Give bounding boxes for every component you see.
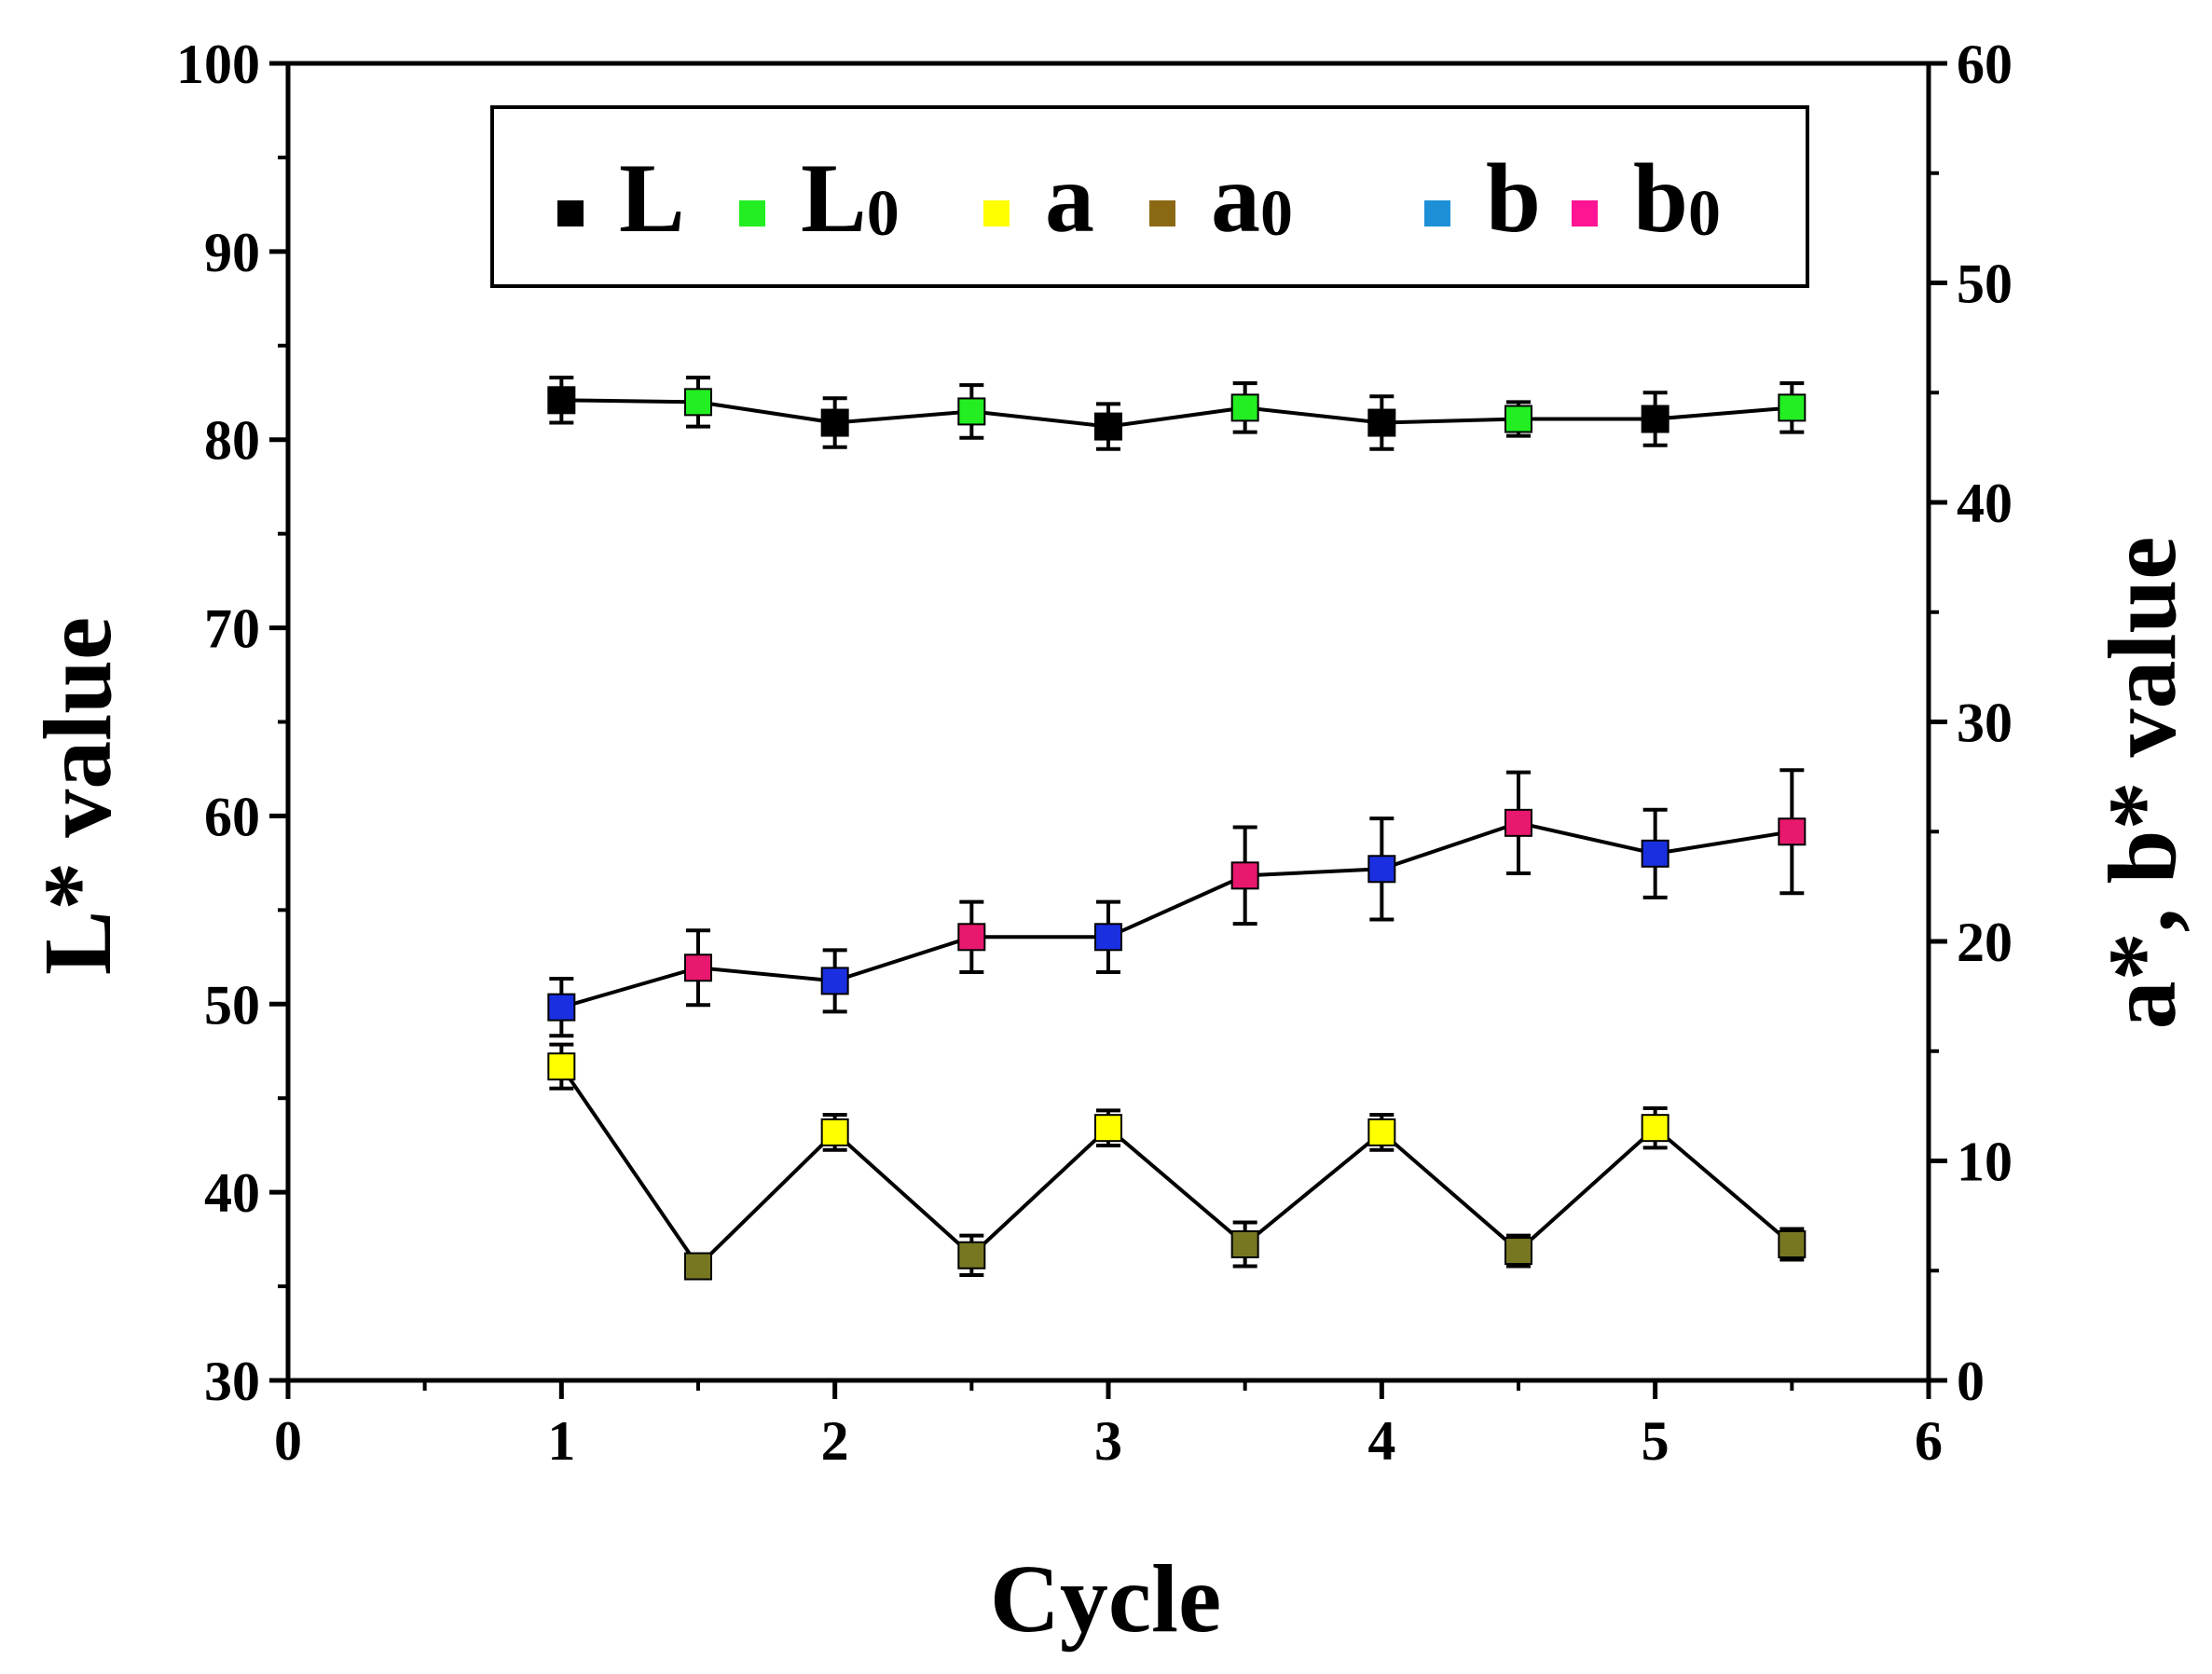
y-left-tick-label: 90 xyxy=(204,222,260,283)
data-point xyxy=(957,397,986,426)
y-left-tick-label: 70 xyxy=(204,598,260,660)
y-right-tick-label: 0 xyxy=(1957,1351,1985,1412)
x-tick-label: 2 xyxy=(821,1410,849,1472)
data-point xyxy=(1094,1114,1122,1143)
data-point xyxy=(957,923,986,952)
data-point xyxy=(820,1118,849,1146)
data-point xyxy=(684,954,712,982)
data-point xyxy=(547,993,576,1022)
series-3 xyxy=(547,1042,1807,1281)
legend-label-main: a xyxy=(1045,144,1094,253)
legend-label: b0 xyxy=(1633,144,1721,253)
y-right-tick-label: 60 xyxy=(1957,34,2013,95)
series-2 xyxy=(547,768,1807,1038)
x-tick-label: 3 xyxy=(1094,1410,1122,1472)
data-point xyxy=(1504,405,1532,433)
series-line xyxy=(560,820,1793,1009)
y-left-tick-label: 80 xyxy=(204,410,260,472)
legend-swatch xyxy=(557,200,584,226)
x-tick-label: 4 xyxy=(1367,1410,1395,1472)
data-point xyxy=(820,408,849,437)
x-tick-label: 5 xyxy=(1642,1410,1669,1472)
data-point xyxy=(684,388,712,417)
series-1 xyxy=(547,376,1807,451)
data-point xyxy=(1230,1229,1259,1258)
legend-label: L0 xyxy=(801,144,900,253)
legend-label-subscript: 0 xyxy=(867,178,900,250)
data-point xyxy=(1641,1114,1669,1143)
y-left-tick-label: 60 xyxy=(204,786,260,847)
data-point xyxy=(1230,393,1259,422)
data-point xyxy=(1367,855,1396,884)
axes: 0 1 2 3 4 5 6 30 40 50 60 70 80 90 100 0 10 20 30 40 50 60 xyxy=(176,34,2013,1472)
legend-swatch xyxy=(739,200,765,226)
data-point xyxy=(547,1052,576,1081)
legend-label: a0 xyxy=(1211,144,1293,253)
legend-box xyxy=(490,105,1809,288)
legend-label-main: b xyxy=(1486,144,1541,253)
data-point xyxy=(1778,1229,1807,1258)
legend-label-main: a xyxy=(1211,144,1260,253)
legend-label-main: L xyxy=(801,144,867,253)
legend-entry: L0 xyxy=(739,144,900,253)
legend-label: L xyxy=(619,144,685,253)
data-point xyxy=(1094,923,1122,952)
legend-entry: a xyxy=(983,144,1094,253)
data-point xyxy=(1504,1237,1532,1266)
x-tick-label: 1 xyxy=(547,1410,575,1472)
legend-swatch xyxy=(1149,200,1175,226)
series-line xyxy=(561,398,1793,429)
legend-label-subscript: 0 xyxy=(1688,178,1721,250)
legend-entry: b0 xyxy=(1572,144,1721,253)
legend-entry: a0 xyxy=(1149,144,1293,253)
data-point xyxy=(1778,817,1807,846)
legend-entry: L xyxy=(557,144,685,253)
x-axis-title: Cycle xyxy=(990,1545,1221,1653)
data-point xyxy=(684,1252,712,1281)
y-left-axis-title: L* value xyxy=(24,617,131,975)
y-right-tick-label: 30 xyxy=(1957,693,2013,754)
legend: L L0 a a0 b b0 xyxy=(490,105,1809,288)
data-point xyxy=(820,967,849,995)
x-tick-label: 0 xyxy=(274,1410,302,1472)
x-tick-label: 6 xyxy=(1915,1410,1943,1472)
legend-label: a xyxy=(1045,144,1094,253)
legend-swatch xyxy=(1424,200,1450,226)
series-layer xyxy=(547,376,1807,1281)
legend-label: b xyxy=(1486,144,1541,253)
legend-swatch xyxy=(1572,200,1598,226)
y-right-tick-label: 50 xyxy=(1957,254,2013,315)
y-left-tick-label: 50 xyxy=(204,974,260,1036)
legend-entry: b xyxy=(1424,144,1541,253)
y-right-tick-label: 10 xyxy=(1957,1132,2013,1193)
data-point xyxy=(1641,839,1669,868)
y-left-tick-label: 100 xyxy=(176,34,260,95)
legend-swatch xyxy=(983,200,1010,226)
data-point xyxy=(1778,393,1807,422)
data-point xyxy=(957,1241,986,1269)
y-right-tick-label: 20 xyxy=(1957,912,2013,973)
data-point xyxy=(1641,405,1669,433)
axis-titles: Cycle L* value a*, b* value xyxy=(24,537,2196,1653)
data-point xyxy=(1094,412,1122,441)
data-point xyxy=(547,386,576,415)
data-point xyxy=(1230,861,1259,890)
y-left-tick-label: 30 xyxy=(204,1351,260,1412)
y-right-tick-label: 40 xyxy=(1957,473,2013,534)
legend-label-main: b xyxy=(1633,144,1688,253)
y-left-tick-label: 40 xyxy=(204,1162,260,1224)
data-point xyxy=(1504,808,1532,837)
data-point xyxy=(1367,1118,1396,1146)
legend-label-subscript: 0 xyxy=(1260,178,1293,250)
legend-label-main: L xyxy=(619,144,685,253)
data-point xyxy=(1367,408,1396,437)
series-line xyxy=(559,1065,1793,1269)
y-right-axis-title: a*, b* value xyxy=(2089,537,2196,1030)
